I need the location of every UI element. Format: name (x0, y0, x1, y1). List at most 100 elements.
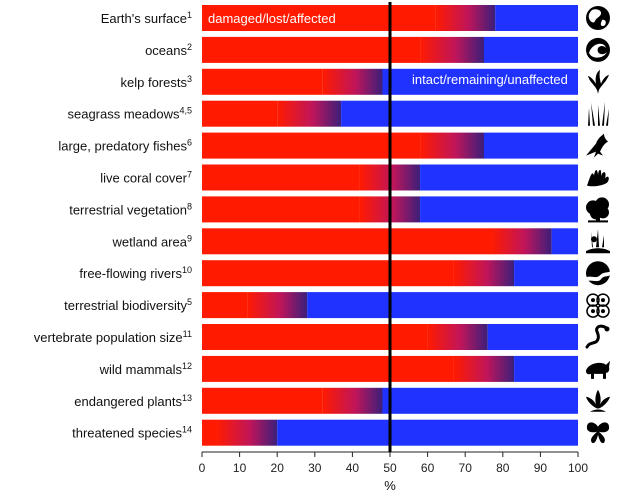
bar-row (202, 228, 578, 255)
bar-transition (427, 324, 488, 350)
annotation-damaged: damaged/lost/affected (208, 11, 336, 26)
bar-damaged (202, 196, 360, 223)
category-labels: Earth's surface1 oceans2 kelp forests3 seag… (34, 10, 192, 441)
bar-row (202, 419, 578, 446)
bar-intact (382, 387, 578, 414)
category-label: Earth's surface1 (101, 10, 192, 26)
bar-transition (322, 68, 383, 95)
bar-row (202, 100, 578, 127)
x-tick-label: 20 (271, 461, 285, 475)
bars-group (202, 5, 578, 446)
x-tick-label: 60 (421, 461, 435, 475)
bar-transition (453, 260, 515, 287)
lotus-icon (586, 389, 610, 412)
x-tick-label: 40 (346, 461, 360, 475)
bar-damaged (202, 5, 436, 31)
butterfly-icon (586, 422, 610, 444)
bar-damaged (202, 260, 454, 287)
bar-intact (307, 292, 578, 319)
tree-icon (586, 197, 609, 223)
bar-damaged (202, 100, 278, 127)
bar-transition (420, 36, 484, 63)
bar-damaged (202, 387, 323, 414)
bar-intact (487, 324, 578, 350)
bar-damaged (202, 355, 454, 382)
marlin-icon (586, 133, 608, 158)
bar-intact (514, 355, 578, 382)
x-tick-label: 10 (233, 461, 247, 475)
wave-icon (586, 37, 610, 62)
x-axis-label: % (384, 478, 396, 493)
river-icon (586, 261, 610, 286)
bar-transition (277, 100, 342, 127)
bar-intact (484, 36, 578, 63)
x-tick-label: 90 (534, 461, 548, 475)
bar-damaged (202, 132, 421, 159)
category-label: kelp forests3 (121, 74, 193, 90)
bar-row (202, 132, 578, 159)
bar-row (202, 196, 578, 223)
bar-transition (247, 292, 308, 319)
bar-intact (484, 132, 578, 159)
x-tick-label: 50 (383, 461, 397, 475)
bar-damaged (202, 36, 421, 63)
category-label: terrestrial vegetation8 (69, 201, 192, 217)
bar-row (202, 292, 578, 319)
x-tick-label: 100 (568, 461, 588, 475)
x-tick-label: 70 (459, 461, 473, 475)
category-label: endangered plants13 (74, 393, 192, 409)
x-tick-label: 0 (199, 461, 206, 475)
bar-damaged (202, 292, 248, 319)
bar-row (202, 36, 578, 63)
wetland-icon (586, 229, 610, 254)
bar-transition (453, 355, 515, 382)
bar-transition (420, 132, 484, 159)
category-icons (585, 6, 610, 444)
category-label: live coral cover7 (100, 170, 192, 186)
rhino-icon (586, 360, 610, 379)
bar-damaged (202, 228, 492, 255)
category-label: large, predatory fishes6 (58, 138, 192, 154)
seagrass-icon (588, 101, 609, 126)
bar-damaged (202, 419, 218, 446)
category-label: free-flowing rivers10 (79, 265, 192, 281)
coral-icon (587, 169, 609, 187)
bar-intact (514, 260, 578, 287)
bar-row (202, 260, 578, 287)
category-label: vertebrate population size11 (34, 329, 192, 345)
snake-icon (585, 324, 610, 349)
bar-row (202, 355, 578, 382)
x-tick-label: 30 (308, 461, 322, 475)
category-label: seagrass meadows4,5 (67, 106, 192, 122)
category-label: terrestrial biodiversity5 (64, 297, 192, 313)
bar-transition (322, 387, 383, 414)
bar-intact (420, 164, 578, 191)
globe-icon (586, 6, 610, 30)
bar-intact (495, 5, 578, 31)
category-label: threatened species14 (72, 425, 192, 441)
category-label: wild mammals12 (99, 361, 192, 377)
bar-row (202, 68, 578, 95)
bar-intact (551, 228, 578, 255)
bar-intact (382, 68, 578, 95)
bar-intact (420, 196, 578, 223)
bar-intact (341, 100, 578, 127)
bar-transition (491, 228, 552, 255)
bar-row (202, 387, 578, 414)
category-label: wetland area9 (112, 233, 192, 249)
bar-damaged (202, 324, 428, 350)
category-label: oceans2 (145, 42, 192, 58)
x-tick-label: 80 (496, 461, 510, 475)
annotation-intact: intact/remaining/unaffected (412, 72, 568, 87)
kelp-icon (588, 69, 609, 94)
bar-intact (277, 419, 578, 446)
bar-damaged (202, 164, 360, 191)
bar-transition (217, 419, 278, 446)
bar-damaged (202, 68, 323, 95)
x-axis: 0 10 20 30 40 50 60 70 80 90 100 (199, 451, 588, 475)
biodiversity-icon (586, 293, 610, 318)
bar-row (202, 164, 578, 191)
bar-transition (435, 5, 496, 31)
bar-row (202, 5, 578, 31)
